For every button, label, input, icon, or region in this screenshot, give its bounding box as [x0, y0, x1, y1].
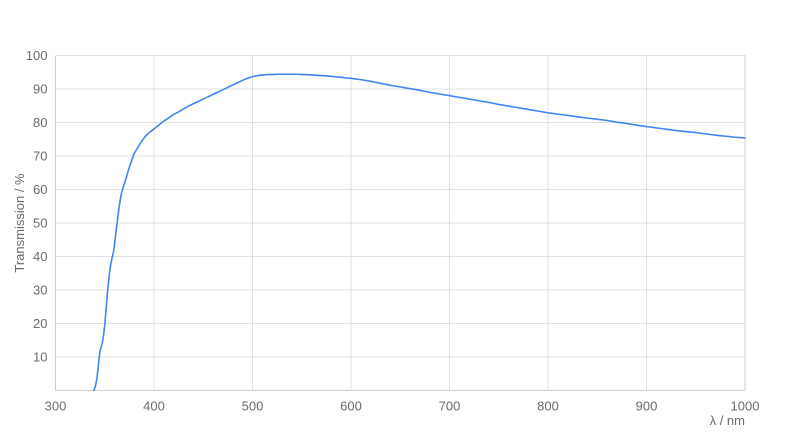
y-tick-label: 90: [33, 82, 47, 97]
y-tick-label: 60: [33, 182, 47, 197]
transmission-curve: [93, 73, 746, 392]
grid-layer: [55, 55, 746, 391]
series-layer: [93, 73, 746, 392]
x-tick-label: 700: [439, 399, 461, 414]
y-tick-label: 50: [33, 216, 47, 231]
x-tick-label: 900: [636, 399, 658, 414]
y-axis-title: Transmission / %: [12, 173, 27, 273]
x-tick-label: 300: [45, 399, 67, 414]
x-tick-label: 500: [242, 399, 264, 414]
y-tick-label: 30: [33, 283, 47, 298]
x-tick-label: 600: [340, 399, 362, 414]
y-tick-label: 40: [33, 249, 47, 264]
x-tick-label: 800: [537, 399, 559, 414]
x-tick-label: 400: [143, 399, 165, 414]
y-tick-label: 80: [33, 115, 47, 130]
y-tick-label: 20: [33, 316, 47, 331]
y-tick-label: 10: [33, 350, 47, 365]
y-tick-label: 100: [26, 48, 48, 63]
y-tick-label: 70: [33, 149, 47, 164]
x-tick-label: 1000: [731, 399, 760, 414]
tick-label-layer: 300 400 500 600 700 800 900 1000 10 20 30 40 50 60 70 8…: [26, 48, 760, 414]
x-axis-title: λ / nm: [710, 413, 745, 428]
